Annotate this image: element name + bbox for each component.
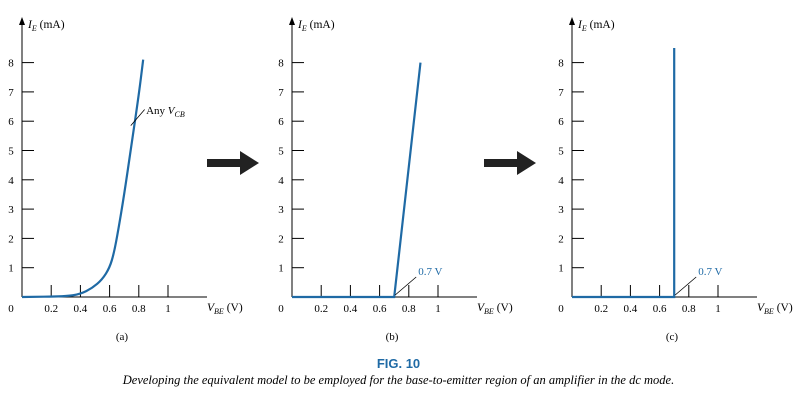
annotation-label: 0.7 V bbox=[698, 266, 722, 278]
data-line bbox=[21, 59, 145, 299]
x-tick-label: 0.8 bbox=[132, 303, 146, 315]
annotation-leader bbox=[394, 276, 417, 296]
y-tick-label: 2 bbox=[278, 233, 284, 245]
annotation-leader bbox=[674, 276, 697, 296]
y-tick-label: 1 bbox=[558, 263, 564, 275]
chart-panel-1: 1 2 3 4 5 6 7 8 0 0.2 0.4 0.6 0.8 1 IE (mA) VBE (V) Any … bbox=[8, 17, 243, 343]
y-axis-arrow bbox=[289, 17, 295, 25]
figure-canvas: 1 2 3 4 5 6 7 8 0 0.2 0.4 0.6 0.8 1 IE (mA) VBE (V) Any … bbox=[8, 17, 793, 343]
x-tick-label: 0.6 bbox=[103, 303, 117, 315]
y-axis-label: IE (mA) bbox=[577, 19, 615, 33]
y-axis-label: IE (mA) bbox=[27, 19, 65, 33]
annotation-label: Any VCB bbox=[146, 105, 185, 119]
y-tick-label: 8 bbox=[558, 58, 564, 70]
data-line bbox=[572, 47, 676, 299]
x-axis-label: VBE (V) bbox=[207, 302, 243, 316]
y-tick-label: 1 bbox=[278, 263, 284, 275]
y-axis-arrow bbox=[569, 17, 575, 25]
y-tick-label: 6 bbox=[8, 116, 14, 128]
figure-number: FIG. 10 bbox=[376, 356, 421, 371]
data-line bbox=[292, 62, 422, 299]
y-tick-label: 5 bbox=[278, 146, 284, 158]
annotation-label: 0.7 V bbox=[418, 266, 442, 278]
x-tick-label: 0.2 bbox=[594, 303, 608, 315]
y-tick-label: 8 bbox=[8, 58, 14, 70]
panel-label: (a) bbox=[116, 331, 129, 343]
y-tick-label: 7 bbox=[278, 87, 284, 99]
figure-caption: Developing the equivalent model to be em… bbox=[122, 373, 675, 387]
x-tick-label: 1 bbox=[435, 303, 441, 315]
x-tick-label: 0.4 bbox=[344, 303, 358, 315]
panel-label: (b) bbox=[386, 331, 399, 343]
annotation-leader bbox=[130, 109, 145, 126]
y-tick-label: 4 bbox=[278, 175, 284, 187]
chart-panel-2: 1 2 3 4 5 6 7 8 0 0.2 0.4 0.6 0.8 1 IE (mA) VBE (V) 0.7 … bbox=[278, 17, 513, 343]
x-axis-label: VBE (V) bbox=[757, 302, 793, 316]
chart-panel-3: 1 2 3 4 5 6 7 8 0 0.2 0.4 0.6 0.8 1 IE (mA) VBE (V) 0.7 … bbox=[558, 17, 793, 343]
y-axis-label: IE (mA) bbox=[297, 19, 335, 33]
x-tick-label: 0.8 bbox=[682, 303, 696, 315]
panel-label: (c) bbox=[666, 331, 679, 343]
x-tick-label: 0.8 bbox=[402, 303, 416, 315]
x-tick-label: 0.6 bbox=[653, 303, 667, 315]
transition-arrow-2 bbox=[484, 151, 536, 175]
y-tick-label: 2 bbox=[558, 233, 564, 245]
y-tick-label: 3 bbox=[558, 204, 564, 216]
x-tick-label: 0.4 bbox=[74, 303, 88, 315]
y-tick-label: 8 bbox=[278, 58, 284, 70]
x-tick-label: 0.2 bbox=[314, 303, 328, 315]
x-tick-label: 0.4 bbox=[624, 303, 638, 315]
x-tick-label: 0 bbox=[558, 303, 564, 315]
y-tick-label: 3 bbox=[8, 204, 14, 216]
y-tick-label: 4 bbox=[8, 175, 14, 187]
x-tick-label: 1 bbox=[715, 303, 721, 315]
x-tick-label: 0 bbox=[278, 303, 284, 315]
x-tick-label: 1 bbox=[165, 303, 171, 315]
y-tick-label: 5 bbox=[558, 146, 564, 158]
y-tick-label: 7 bbox=[8, 87, 14, 99]
transition-arrow-1 bbox=[207, 151, 259, 175]
y-tick-label: 3 bbox=[278, 204, 284, 216]
x-tick-label: 0.2 bbox=[44, 303, 58, 315]
y-tick-label: 5 bbox=[8, 146, 14, 158]
y-tick-label: 1 bbox=[8, 263, 14, 275]
y-tick-label: 7 bbox=[558, 87, 564, 99]
x-axis-label: VBE (V) bbox=[477, 302, 513, 316]
y-tick-label: 6 bbox=[278, 116, 284, 128]
y-tick-label: 2 bbox=[8, 233, 14, 245]
y-tick-label: 4 bbox=[558, 175, 564, 187]
y-axis-arrow bbox=[19, 17, 25, 25]
y-tick-label: 6 bbox=[558, 116, 564, 128]
x-tick-label: 0 bbox=[8, 303, 14, 315]
x-tick-label: 0.6 bbox=[373, 303, 387, 315]
